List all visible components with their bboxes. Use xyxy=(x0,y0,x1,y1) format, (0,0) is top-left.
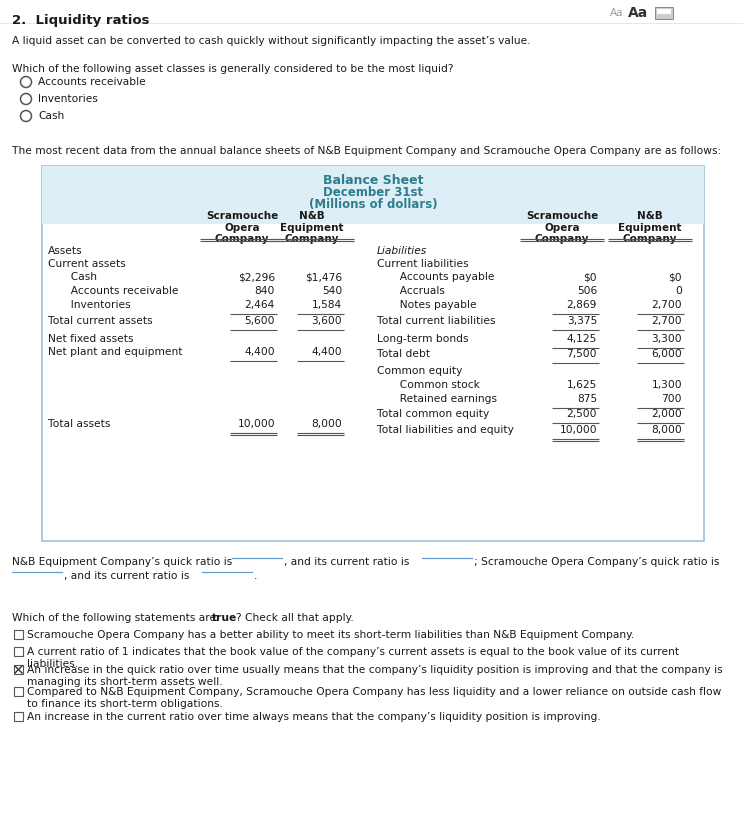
Text: 1,625: 1,625 xyxy=(567,380,597,390)
Text: December 31st: December 31st xyxy=(323,186,423,199)
Text: 2,500: 2,500 xyxy=(566,409,597,419)
Text: Which of the following asset classes is generally considered to be the most liqu: Which of the following asset classes is … xyxy=(12,64,453,74)
Text: 8,000: 8,000 xyxy=(652,425,682,435)
Text: Accounts receivable: Accounts receivable xyxy=(38,77,146,87)
Circle shape xyxy=(21,76,31,87)
Text: Balance Sheet: Balance Sheet xyxy=(322,174,424,187)
Text: The most recent data from the annual balance sheets of N&B Equipment Company and: The most recent data from the annual bal… xyxy=(12,146,721,156)
Text: 0: 0 xyxy=(675,286,682,296)
Text: Aa: Aa xyxy=(610,8,623,18)
Bar xyxy=(42,166,704,224)
Circle shape xyxy=(21,110,31,122)
Bar xyxy=(42,166,704,541)
Text: $2,296: $2,296 xyxy=(238,272,275,282)
Text: 1,300: 1,300 xyxy=(652,380,682,390)
Text: $0: $0 xyxy=(583,272,597,282)
Text: Inventories: Inventories xyxy=(64,300,131,310)
Text: Scramouche
Opera
Company: Scramouche Opera Company xyxy=(526,211,598,244)
Text: 10,000: 10,000 xyxy=(559,425,597,435)
Bar xyxy=(14,665,23,674)
Text: 4,400: 4,400 xyxy=(311,347,342,357)
Text: Accounts receivable: Accounts receivable xyxy=(64,286,178,296)
Text: 540: 540 xyxy=(322,286,342,296)
Text: 506: 506 xyxy=(577,286,597,296)
Text: Which of the following statements are: Which of the following statements are xyxy=(12,613,219,623)
Text: $0: $0 xyxy=(669,272,682,282)
Text: 7,500: 7,500 xyxy=(566,349,597,359)
Text: N&B
Equipment
Company: N&B Equipment Company xyxy=(618,211,682,244)
Text: Long-term bonds: Long-term bonds xyxy=(377,334,469,344)
Text: 4,125: 4,125 xyxy=(567,334,597,344)
Text: N&B
Equipment
Company: N&B Equipment Company xyxy=(280,211,344,244)
Text: 2,700: 2,700 xyxy=(652,300,682,310)
Text: Current liabilities: Current liabilities xyxy=(377,259,469,269)
Text: Common equity: Common equity xyxy=(377,366,462,376)
Text: Assets: Assets xyxy=(48,246,82,256)
Text: Accounts payable: Accounts payable xyxy=(393,272,495,282)
Text: 6,000: 6,000 xyxy=(652,349,682,359)
Text: Total common equity: Total common equity xyxy=(377,409,489,419)
Bar xyxy=(655,7,673,19)
Text: .: . xyxy=(254,571,257,581)
Text: Accruals: Accruals xyxy=(393,286,445,296)
Text: An increase in the quick ratio over time usually means that the company’s liquid: An increase in the quick ratio over time… xyxy=(27,665,723,686)
Text: 3,600: 3,600 xyxy=(311,316,342,326)
Text: Current assets: Current assets xyxy=(48,259,126,269)
Text: A current ratio of 1 indicates that the book value of the company’s current asse: A current ratio of 1 indicates that the … xyxy=(27,647,679,668)
Text: 8,000: 8,000 xyxy=(311,419,342,429)
Text: 2,464: 2,464 xyxy=(244,300,275,310)
Text: 2.  Liquidity ratios: 2. Liquidity ratios xyxy=(12,14,149,27)
Bar xyxy=(14,647,23,656)
Text: 5,600: 5,600 xyxy=(244,316,275,326)
Text: 3,375: 3,375 xyxy=(567,316,597,326)
Text: Common stock: Common stock xyxy=(393,380,480,390)
Text: $1,476: $1,476 xyxy=(305,272,342,282)
Text: Total assets: Total assets xyxy=(48,419,111,429)
Text: Scramouche
Opera
Company: Scramouche Opera Company xyxy=(206,211,278,244)
Text: ; Scramouche Opera Company’s quick ratio is: ; Scramouche Opera Company’s quick ratio… xyxy=(474,557,719,567)
Text: 4,400: 4,400 xyxy=(244,347,275,357)
Text: Cash: Cash xyxy=(38,111,64,121)
Text: 3,300: 3,300 xyxy=(652,334,682,344)
Text: 2,000: 2,000 xyxy=(652,409,682,419)
Text: 875: 875 xyxy=(577,394,597,404)
Text: , and its current ratio is: , and its current ratio is xyxy=(64,571,189,581)
Text: Compared to N&B Equipment Company, Scramouche Opera Company has less liquidity a: Compared to N&B Equipment Company, Scram… xyxy=(27,687,721,709)
Text: Total debt: Total debt xyxy=(377,349,430,359)
Text: Total current liabilities: Total current liabilities xyxy=(377,316,496,326)
Text: 840: 840 xyxy=(255,286,275,296)
Bar xyxy=(14,687,23,696)
Text: Cash: Cash xyxy=(64,272,97,282)
Text: Aa: Aa xyxy=(628,6,648,20)
Text: An increase in the current ratio over time always means that the company’s liqui: An increase in the current ratio over ti… xyxy=(27,712,601,722)
Text: 1,584: 1,584 xyxy=(312,300,342,310)
Text: Net fixed assets: Net fixed assets xyxy=(48,334,134,344)
Text: 2,869: 2,869 xyxy=(567,300,597,310)
Text: Retained earnings: Retained earnings xyxy=(393,394,497,404)
Text: Total current assets: Total current assets xyxy=(48,316,152,326)
Bar xyxy=(14,712,23,721)
Bar xyxy=(657,9,671,14)
Text: Notes payable: Notes payable xyxy=(393,300,476,310)
Text: Net plant and equipment: Net plant and equipment xyxy=(48,347,183,357)
Text: , and its current ratio is: , and its current ratio is xyxy=(284,557,409,567)
Text: Liabilities: Liabilities xyxy=(377,246,427,256)
Text: Total liabilities and equity: Total liabilities and equity xyxy=(377,425,514,435)
Text: Scramouche Opera Company has a better ability to meet its short-term liabilities: Scramouche Opera Company has a better ab… xyxy=(27,630,635,640)
Text: 700: 700 xyxy=(661,394,682,404)
Text: (Millions of dollars): (Millions of dollars) xyxy=(308,198,438,211)
Bar xyxy=(14,630,23,639)
Text: A liquid asset can be converted to cash quickly without significantly impacting : A liquid asset can be converted to cash … xyxy=(12,36,531,46)
Circle shape xyxy=(21,94,31,104)
Text: N&B Equipment Company’s quick ratio is: N&B Equipment Company’s quick ratio is xyxy=(12,557,233,567)
Text: ? Check all that apply.: ? Check all that apply. xyxy=(236,613,354,623)
Text: 10,000: 10,000 xyxy=(237,419,275,429)
Text: 2,700: 2,700 xyxy=(652,316,682,326)
Text: true: true xyxy=(212,613,237,623)
Text: Inventories: Inventories xyxy=(38,94,98,104)
